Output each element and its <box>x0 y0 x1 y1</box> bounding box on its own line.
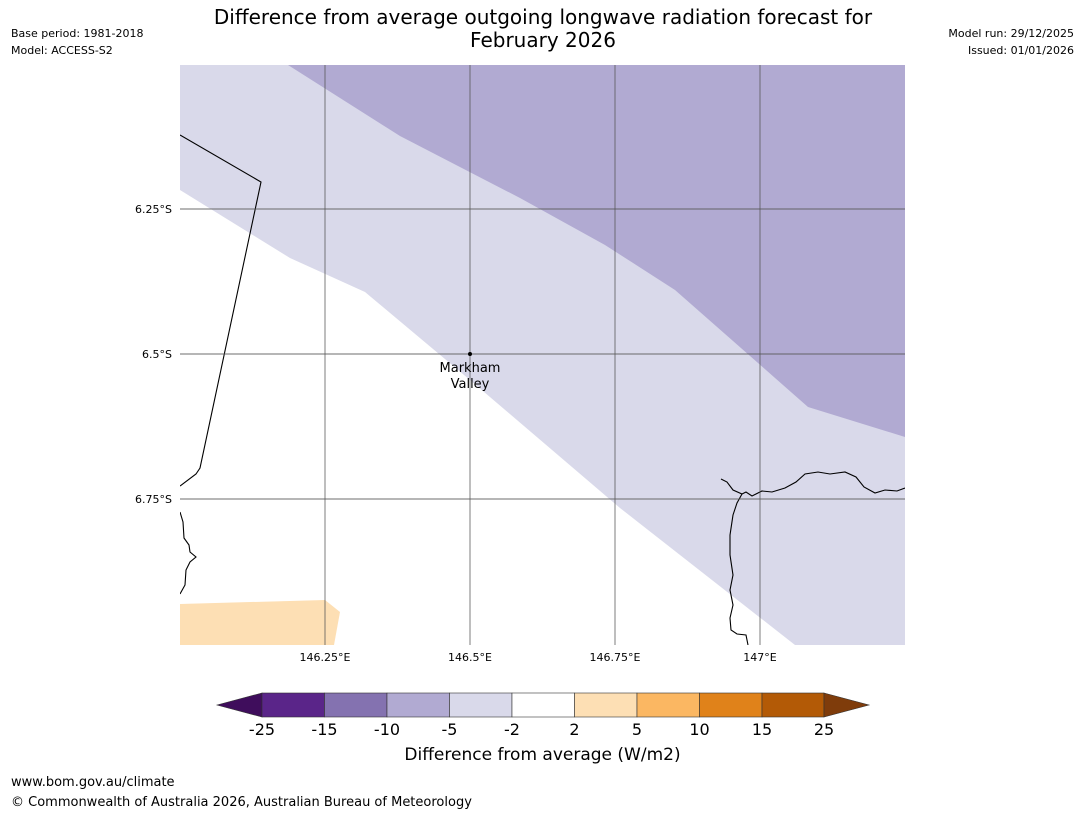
map-area: Markham Valley <box>180 65 905 645</box>
colorbar <box>215 692 871 718</box>
model-text: Model: ACCESS-S2 <box>11 44 113 57</box>
coastline-west <box>180 511 197 595</box>
model-run-text: Model run: 29/12/2025 <box>948 27 1074 40</box>
footer-url: www.bom.gov.au/climate <box>11 775 175 790</box>
region-mid-purple <box>288 65 905 437</box>
base-period-text: Base period: 1981-2018 <box>11 27 144 40</box>
issued-text: Issued: 01/01/2026 <box>967 44 1074 57</box>
coastline-east <box>720 471 905 497</box>
map-title: Difference from average outgoing longwav… <box>142 6 944 52</box>
graticule <box>180 65 905 645</box>
colorbar-segment <box>449 692 513 718</box>
place-name-line1: Markham <box>440 361 501 376</box>
colorbar-tick-label: 25 <box>814 720 834 739</box>
region-light-orange <box>180 600 340 645</box>
colorbar-segment <box>636 692 700 718</box>
colorbar-tick-label: -10 <box>374 720 400 739</box>
colorbar-segment <box>699 692 763 718</box>
title-line-2: February 2026 <box>470 28 616 52</box>
colorbar-arrow-right <box>823 692 871 718</box>
place-marker <box>468 352 472 356</box>
colorbar-segment <box>324 692 388 718</box>
colorbar-label: Difference from average (W/m2) <box>404 745 681 765</box>
lat-label: 6.25°S <box>135 203 172 216</box>
colorbar-segment <box>386 692 450 718</box>
footer-copyright: © Commonwealth of Australia 2026, Austra… <box>11 795 472 810</box>
colorbar-tick-label: 10 <box>689 720 709 739</box>
colorbar-segment <box>511 692 575 718</box>
border-line <box>180 134 262 487</box>
lon-axis-labels: 146.25°E 146.5°E 146.75°E 147°E <box>300 651 777 664</box>
lon-label: 146.5°E <box>448 651 492 664</box>
coastline-river-east <box>729 493 749 645</box>
title-line-1: Difference from average outgoing longwav… <box>213 5 873 29</box>
colorbar-tick-label: 15 <box>752 720 772 739</box>
colorbar-segment <box>574 692 638 718</box>
colorbar-ticks: -25 -15 -10 -5 -2 2 5 10 15 25 <box>249 720 834 739</box>
colorbar-tick-label: 2 <box>569 720 579 739</box>
lat-label: 6.75°S <box>135 493 172 506</box>
lon-label: 147°E <box>743 651 776 664</box>
lat-axis-labels: 6.25°S 6.5°S 6.75°S <box>135 203 172 506</box>
lat-label: 6.5°S <box>142 348 172 361</box>
lon-label: 146.75°E <box>590 651 641 664</box>
colorbar-tick-label: -5 <box>442 720 458 739</box>
colorbar-tick-label: -2 <box>504 720 520 739</box>
colorbar-tick-label: -15 <box>311 720 337 739</box>
colorbar-segment <box>261 692 325 718</box>
place-name-line2: Valley <box>451 377 490 392</box>
lon-label: 146.25°E <box>300 651 351 664</box>
colorbar-tick-label: -25 <box>249 720 275 739</box>
colorbar-segment <box>761 692 825 718</box>
colorbar-tick-label: 5 <box>632 720 642 739</box>
colorbar-arrow-left <box>215 692 263 718</box>
